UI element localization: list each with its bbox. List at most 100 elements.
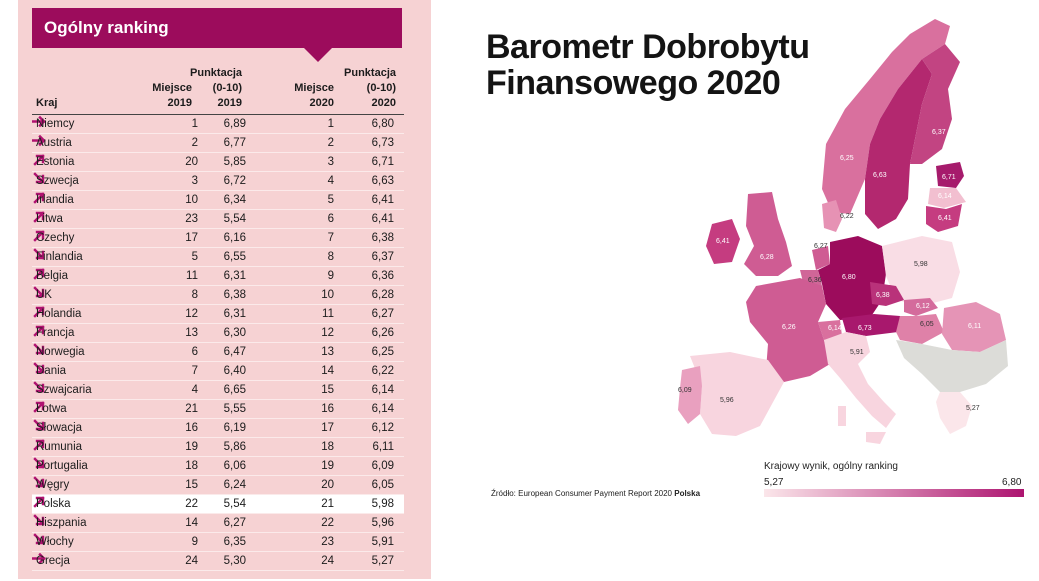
cell-kraj: Szwecja (36, 175, 79, 187)
map-country-it (824, 332, 896, 428)
cell-punktacja-2019: 6,19 (223, 422, 246, 434)
cell-kraj: Portugalia (36, 460, 88, 472)
cell-kraj: Finlandia (36, 251, 83, 263)
table-row: Irlandia 10 6,34 5 6,41 (32, 191, 404, 210)
map-country-pt (678, 366, 702, 424)
cell-miejsce-2019: 21 (185, 403, 198, 415)
cell-punktacja-2020: 5,27 (371, 555, 394, 567)
table-row: Węgry 15 6,24 20 6,05 (32, 476, 404, 495)
map-label-cz: 6,38 (876, 292, 890, 299)
cell-miejsce-2019: 18 (185, 460, 198, 472)
map-country-fi (910, 44, 960, 164)
cell-miejsce-2020: 17 (321, 422, 334, 434)
column-header-miejsce-2020: Miejsce 2020 (294, 82, 334, 109)
cell-kraj: Litwa (36, 213, 63, 225)
cell-miejsce-2020: 23 (321, 536, 334, 548)
europe-map-svg: 6,80 6,73 6,71 6,63 6,41 6,41 6,38 6,37 … (678, 19, 1008, 444)
cell-kraj: UK (36, 289, 52, 301)
cell-kraj: Włochy (36, 536, 74, 548)
legend-gradient-bar (764, 489, 1024, 497)
cell-punktacja-2019: 5,54 (223, 498, 246, 510)
map-label-ch: 6,14 (828, 325, 842, 332)
cell-miejsce-2019: 8 (191, 289, 198, 301)
map-country-cz (870, 282, 904, 306)
cell-miejsce-2019: 9 (191, 536, 198, 548)
cell-miejsce-2019: 13 (185, 327, 198, 339)
cell-kraj: Grecja (36, 555, 70, 567)
column-header-punktacja-2019: Punktacja (0-10) 2019 (190, 67, 242, 109)
cell-punktacja-2019: 6,77 (223, 137, 246, 149)
cell-punktacja-2019: 6,27 (223, 517, 246, 529)
ranking-panel: Ogólny ranking Kraj Miejsce 2019 Punktac… (18, 0, 431, 579)
map-country-uk (744, 192, 792, 276)
map-country-it-sardinia (838, 406, 846, 426)
column-header-miejsce-2019: Miejsce 2019 (152, 82, 192, 109)
arrow-up-right-icon (33, 325, 45, 337)
source-bold: Polska (674, 489, 701, 498)
arrow-down-right-icon (33, 248, 45, 260)
cell-punktacja-2020: 6,41 (371, 194, 394, 206)
map-label-lt: 6,41 (938, 215, 952, 222)
map-country-lt (926, 204, 962, 232)
cell-kraj: Łotwa (36, 403, 67, 415)
cell-miejsce-2019: 4 (191, 384, 198, 396)
cell-miejsce-2020: 24 (321, 555, 334, 567)
cell-punktacja-2020: 6,14 (371, 384, 394, 396)
cell-punktacja-2020: 6,71 (371, 156, 394, 168)
cell-miejsce-2019: 1 (191, 118, 198, 130)
cell-miejsce-2020: 11 (322, 308, 334, 320)
map-country-ee (936, 162, 964, 188)
cell-miejsce-2019: 17 (185, 232, 198, 244)
column-header-kraj: Kraj (36, 97, 58, 109)
cell-miejsce-2020: 10 (321, 289, 334, 301)
table-row: Estonia 20 5,85 3 6,71 (32, 153, 404, 172)
cell-punktacja-2019: 6,06 (223, 460, 246, 472)
cell-punktacja-2020: 5,98 (371, 498, 394, 510)
cell-punktacja-2020: 5,96 (371, 517, 394, 529)
table-row: Szwajcaria 4 6,65 15 6,14 (32, 381, 404, 400)
arrow-up-right-icon (33, 230, 45, 242)
cell-punktacja-2019: 6,40 (223, 365, 246, 377)
source-text: Źródło: European Consumer Payment Report… (491, 489, 672, 498)
cell-miejsce-2020: 8 (327, 251, 334, 263)
map-label-hu: 6,05 (920, 321, 934, 328)
map-country-gr (936, 392, 972, 434)
cell-punktacja-2020: 6,14 (371, 403, 394, 415)
map-label-es: 5,96 (720, 397, 734, 404)
cell-miejsce-2019: 14 (185, 517, 198, 529)
cell-punktacja-2020: 5,91 (371, 536, 394, 548)
cell-miejsce-2019: 12 (185, 308, 198, 320)
table-row: Czechy 17 6,16 7 6,38 (32, 229, 404, 248)
cell-kraj: Belgia (36, 270, 68, 282)
cell-kraj: Norwegia (36, 346, 85, 358)
cell-miejsce-2020: 22 (321, 517, 334, 529)
cell-punktacja-2020: 6,28 (371, 289, 394, 301)
table-row: Włochy 9 6,35 23 5,91 (32, 533, 404, 552)
cell-miejsce-2020: 14 (321, 365, 334, 377)
cell-kraj: Francja (36, 327, 75, 339)
cell-punktacja-2020: 6,80 (371, 118, 394, 130)
cell-punktacja-2020: 6,25 (371, 346, 394, 358)
map-label-pt: 6,09 (678, 387, 692, 394)
cell-kraj: Dania (36, 365, 67, 377)
cell-miejsce-2020: 13 (321, 346, 334, 358)
cell-miejsce-2019: 3 (191, 175, 198, 187)
legend-title: Krajowy wynik, ogólny ranking (764, 461, 898, 472)
legend-min-label: 5,27 (764, 477, 784, 488)
map-country-ch (818, 320, 842, 340)
cell-miejsce-2019: 6 (191, 346, 198, 358)
cell-miejsce-2019: 23 (185, 213, 198, 225)
cell-punktacja-2019: 5,30 (223, 555, 246, 567)
cell-miejsce-2020: 3 (327, 156, 334, 168)
map-label-fr: 6,26 (782, 324, 796, 331)
arrow-up-right-icon (33, 211, 45, 223)
arrow-up-right-icon (33, 268, 45, 280)
arrow-down-right-icon (33, 286, 45, 298)
cell-miejsce-2020: 20 (321, 479, 334, 491)
table-row: Szwecja 3 6,72 4 6,63 (32, 172, 404, 191)
map-country-es (690, 352, 784, 436)
arrow-down-right-icon (33, 457, 45, 469)
table-row: Francja 13 6,30 12 6,26 (32, 324, 404, 343)
map-label-it: 5,91 (850, 349, 864, 356)
map-label-ro: 6,11 (968, 323, 981, 330)
